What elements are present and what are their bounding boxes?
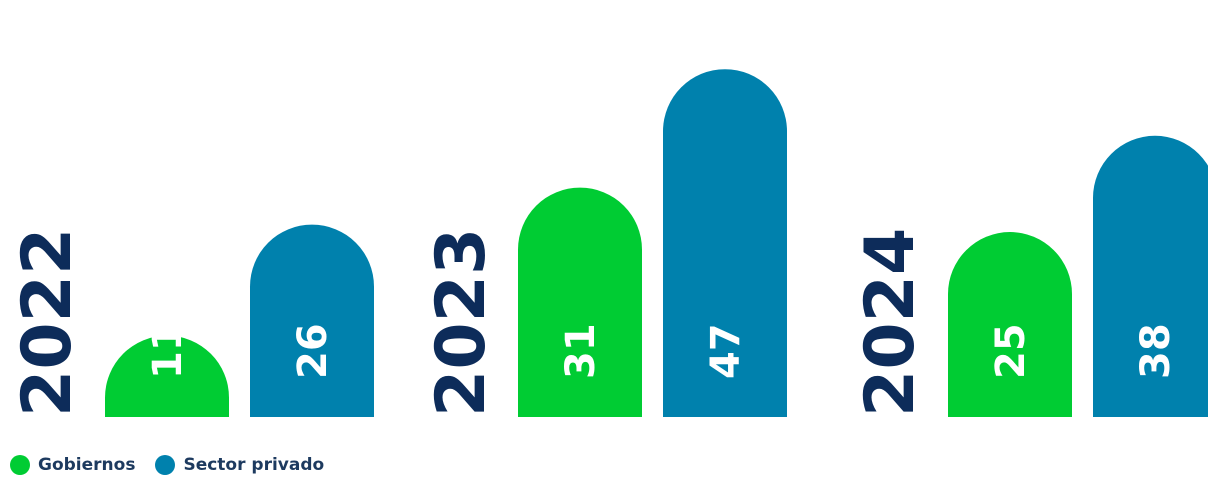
legend-label-gobiernos: Gobiernos	[38, 455, 136, 475]
value-label-sector-privado-2022: 26	[290, 323, 336, 379]
legend-item-sector-privado: Sector privado	[155, 455, 324, 475]
bar-gobiernos-2022	[105, 335, 229, 417]
chart-svg: 2022 11 26 2023 31 47 2024 25 38	[8, 69, 1208, 417]
year-label-2022: 2022	[8, 228, 87, 417]
legend-label-sector-privado: Sector privado	[183, 455, 325, 475]
bar-sector-privado-2022	[250, 224, 374, 417]
legend: Gobiernos Sector privado	[10, 453, 324, 477]
bar-gobiernos-2024	[948, 232, 1072, 417]
year-label-2024: 2024	[851, 228, 930, 417]
bar-chart: 2022 11 26 2023 31 47 2024 25 38	[8, 69, 1208, 417]
value-label-gobiernos-2022: 11	[145, 323, 191, 379]
value-label-sector-privado-2024: 38	[1133, 323, 1179, 379]
bar-sector-privado-2023	[663, 69, 787, 417]
legend-item-gobiernos: Gobiernos	[10, 455, 135, 475]
legend-swatch-gobiernos	[10, 455, 30, 475]
value-label-gobiernos-2024: 25	[988, 323, 1034, 379]
legend-swatch-sector-privado	[155, 455, 176, 475]
bar-gobiernos-2023	[518, 187, 642, 417]
value-label-sector-privado-2023: 47	[703, 323, 749, 379]
year-label-2023: 2023	[422, 228, 501, 417]
bar-sector-privado-2024	[1093, 135, 1208, 417]
value-label-gobiernos-2023: 31	[558, 323, 604, 379]
